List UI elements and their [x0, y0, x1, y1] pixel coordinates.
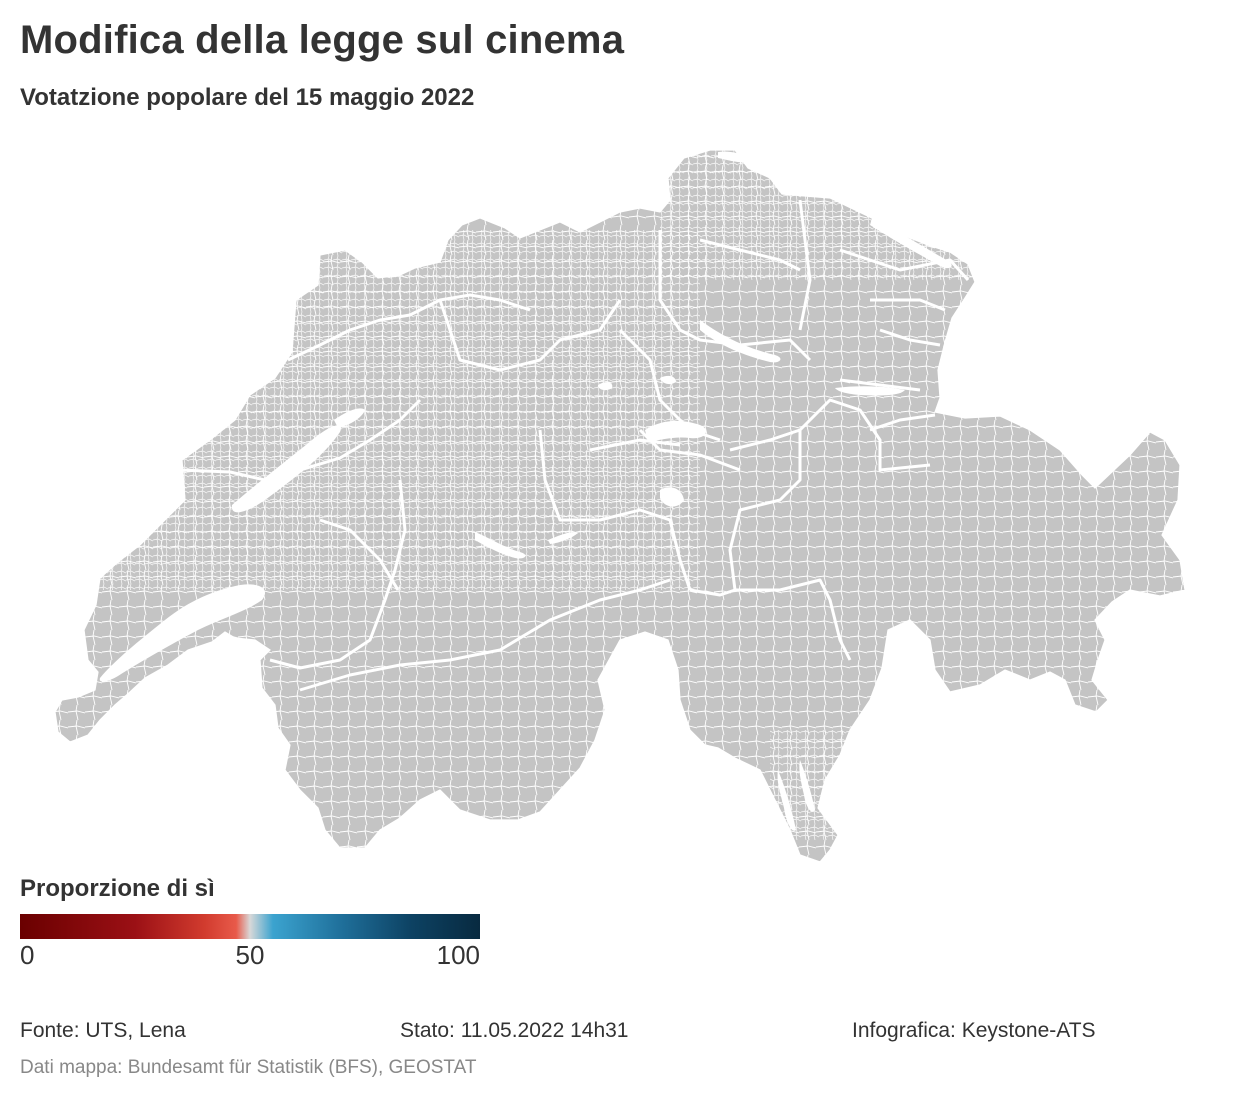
legend-gradient-bar	[20, 914, 480, 939]
lake-brienz	[548, 532, 578, 544]
lake-geneva	[99, 584, 266, 682]
lake-lugano	[799, 760, 815, 812]
lake-biel	[334, 408, 365, 428]
source-note: Fonte: UTS, Lena	[20, 1019, 186, 1042]
lake-neuchatel	[231, 425, 341, 513]
map-data-note: Dati mappa: Bundesamt für Statistik (BFS…	[20, 1057, 477, 1078]
lake-sarnen	[660, 487, 684, 507]
rhine-lake-segment	[718, 151, 752, 163]
municipality-borders	[55, 150, 1185, 862]
lake-lucerne	[645, 420, 707, 442]
lake-zug	[660, 375, 676, 385]
map-title: Modifica della legge sul cinema	[20, 18, 625, 62]
lake-thun	[475, 532, 526, 559]
lake-walen	[835, 386, 905, 396]
legend-tick-50: 50	[235, 940, 265, 970]
switzerland-municipality-map	[54, 149, 1186, 863]
legend-color-scale	[20, 914, 480, 939]
legend-title: Proporzione di sì	[20, 875, 215, 902]
map-subtitle: Votatzione popolare del 15 maggio 2022	[20, 84, 475, 111]
status-note: Stato: 11.05.2022 14h31	[400, 1019, 629, 1042]
lakes	[99, 151, 952, 831]
lake-zurich	[700, 320, 781, 363]
legend-tick-100: 100	[436, 940, 480, 970]
lake-constance	[870, 218, 952, 269]
canton-borders	[179, 199, 970, 692]
legend-tick-0: 0	[20, 940, 35, 970]
credit-note: Infografica: Keystone-ATS	[852, 1019, 1096, 1042]
lake-maggiore	[777, 770, 796, 831]
lake-sempach	[598, 382, 613, 391]
